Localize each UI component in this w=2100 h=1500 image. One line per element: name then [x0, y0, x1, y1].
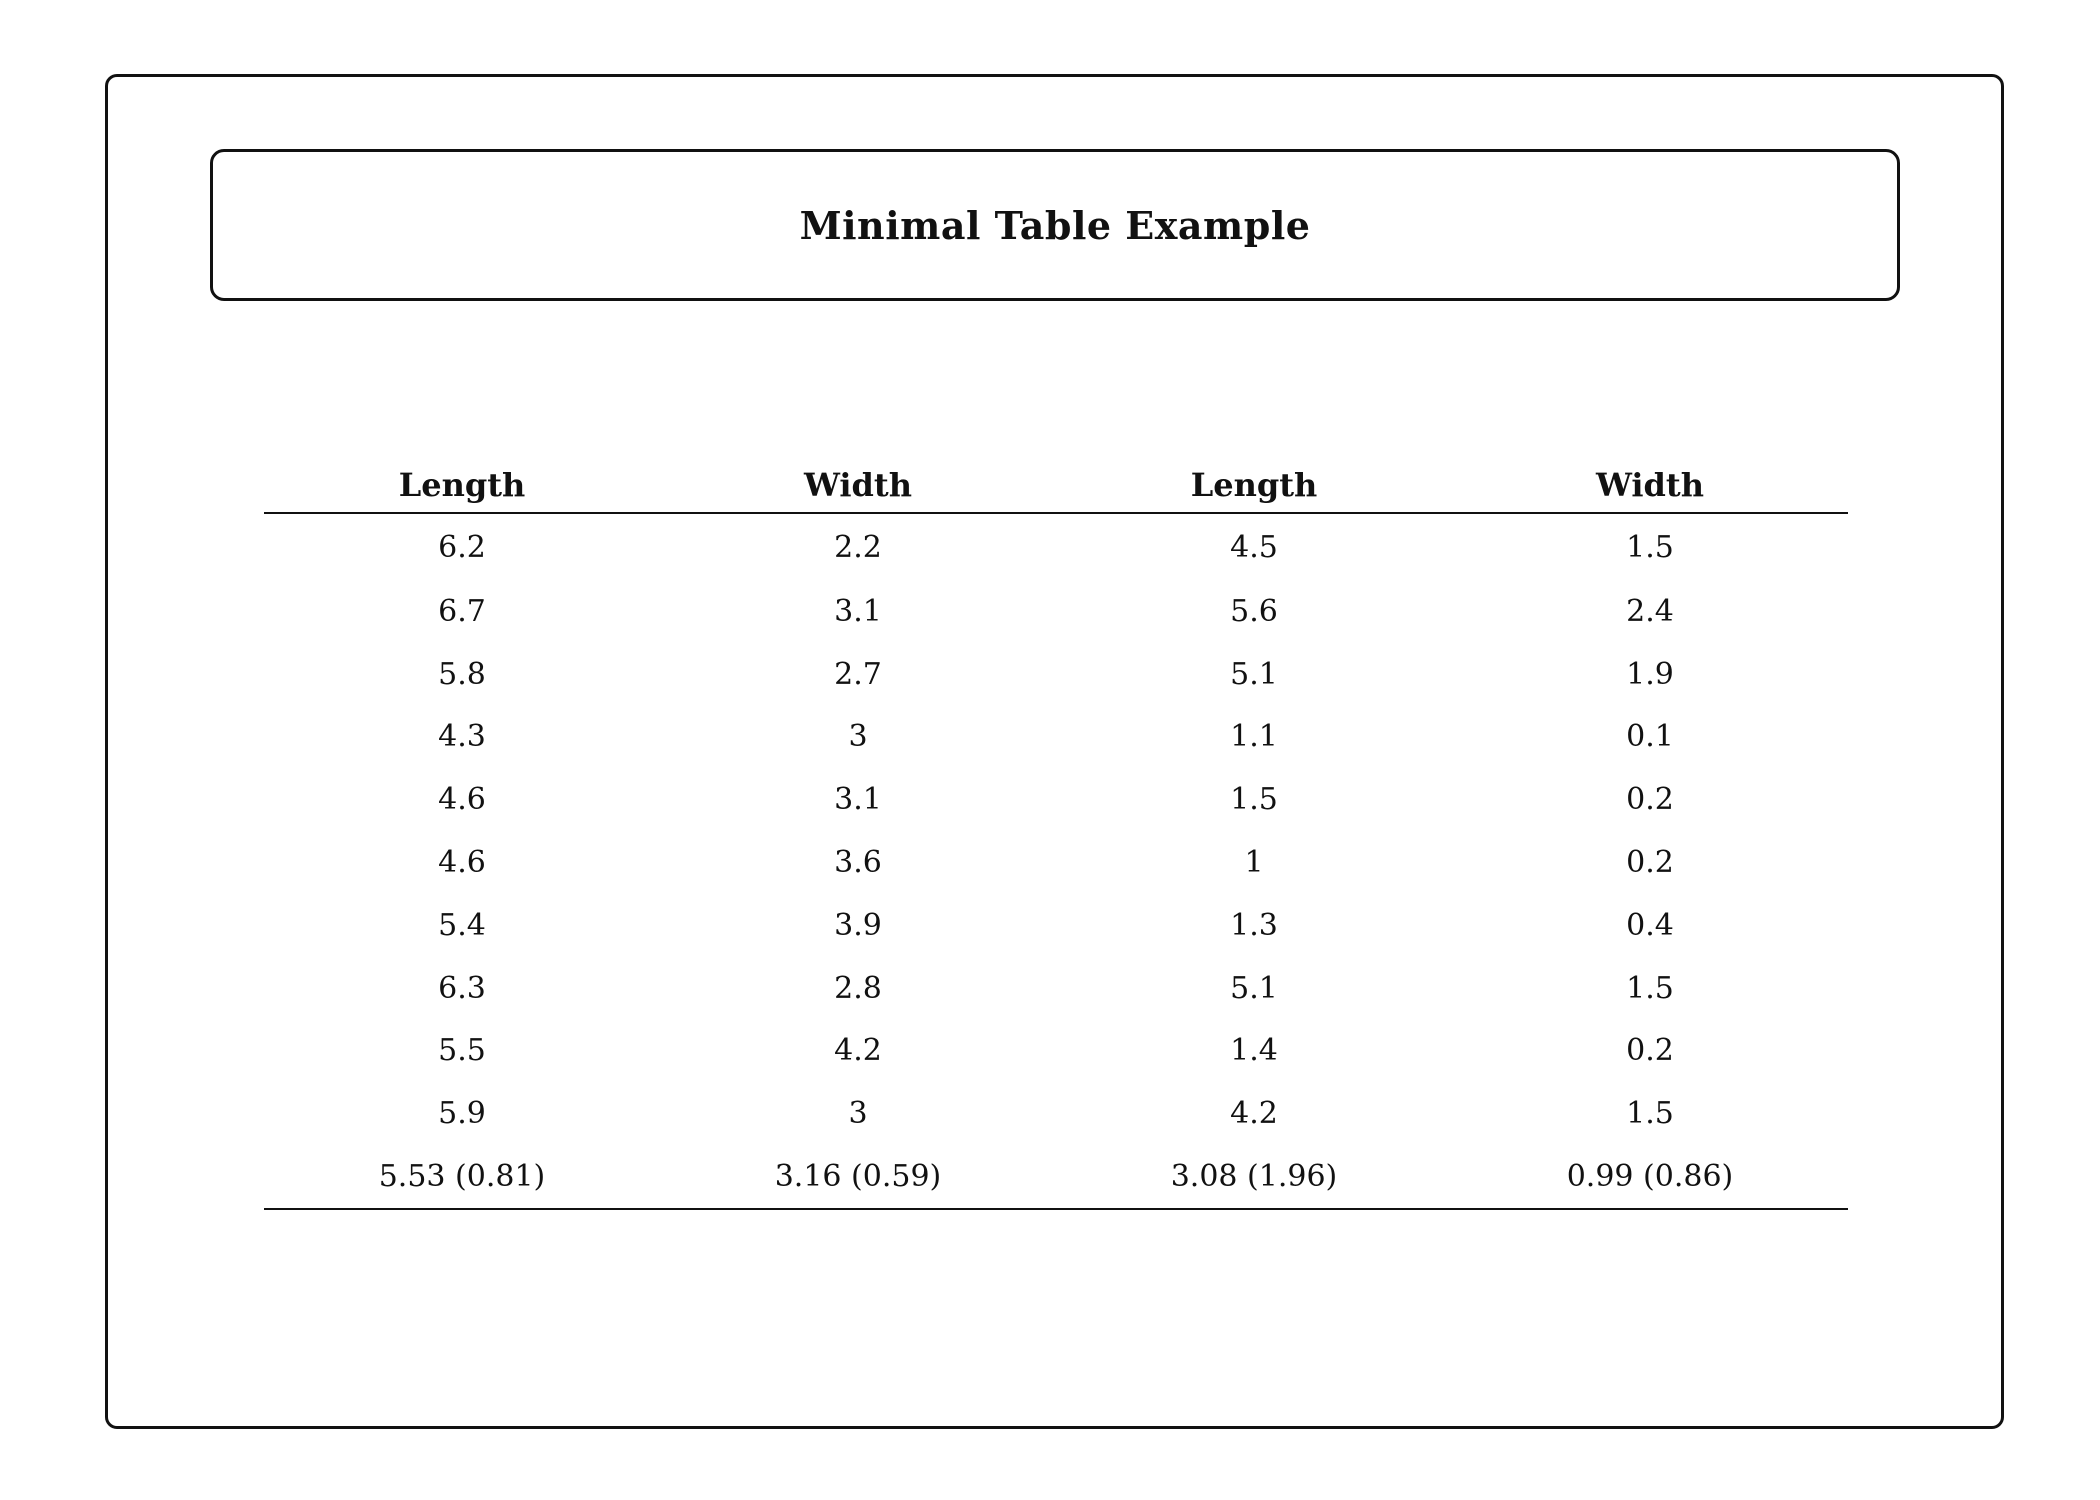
table-cell: 1.5	[1626, 1096, 1674, 1132]
table-cell: 1.1	[1230, 719, 1278, 755]
table-cell: 4.2	[834, 1033, 882, 1069]
table-cell: 3.9	[834, 907, 882, 943]
table-cell: 3.16 (0.59)	[660, 1145, 1056, 1210]
table-row: 4.6 3.6 1 0.2	[264, 831, 1848, 894]
table-row: 6.3 2.8 5.1 1.5	[264, 957, 1848, 1020]
table-cell: 5.4	[438, 907, 486, 943]
table-cell: 6.7	[438, 593, 486, 629]
column-header: Width	[660, 458, 1056, 514]
table-row: 4.3 3 1.1 0.1	[264, 706, 1848, 769]
table-cell: 1.5	[1626, 529, 1674, 565]
table-cell: 4.5	[1230, 529, 1278, 565]
page-title: Minimal Table Example	[799, 202, 1311, 248]
table-cell: 4.2	[1230, 1096, 1278, 1132]
table-cell: 1	[1244, 845, 1264, 881]
table-cell: 4.6	[438, 845, 486, 881]
table-header-row: Length Width Length Width	[264, 458, 1848, 514]
table-cell: 5.5	[438, 1033, 486, 1069]
table-row: 5.9 3 4.2 1.5	[264, 1082, 1848, 1145]
table-cell: 5.53 (0.81)	[264, 1145, 660, 1210]
table-row: 5.8 2.7 5.1 1.9	[264, 643, 1848, 706]
table-cell: 1.4	[1230, 1033, 1278, 1069]
table-cell: 0.1	[1626, 719, 1674, 755]
table-cell: 5.6	[1230, 593, 1278, 629]
table-cell: 3.6	[834, 845, 882, 881]
table-cell: 1.9	[1626, 656, 1674, 692]
table-cell: 0.2	[1626, 845, 1674, 881]
page-frame	[105, 74, 2004, 1429]
table-cell: 2.2	[834, 529, 882, 565]
table-cell: 1.3	[1230, 907, 1278, 943]
table-cell: 5.1	[1230, 970, 1278, 1006]
column-header: Length	[1056, 458, 1452, 514]
summary-row: 5.53 (0.81) 3.16 (0.59) 3.08 (1.96) 0.99 (0…	[264, 1145, 1848, 1210]
table-cell: 2.4	[1626, 593, 1674, 629]
table-cell: 5.8	[438, 656, 486, 692]
table-row: 6.2 2.2 4.5 1.5	[264, 513, 1848, 580]
table-cell: 2.8	[834, 970, 882, 1006]
table-cell: 0.2	[1626, 1033, 1674, 1069]
table-container: Length Width Length Width 6.2 2.2 4.5 1.5 6.…	[264, 458, 1848, 1210]
table-cell: 1.5	[1230, 782, 1278, 818]
table-row: 5.5 4.2 1.4 0.2	[264, 1020, 1848, 1083]
table-cell: 6.2	[438, 529, 486, 565]
table-cell: 6.3	[438, 970, 486, 1006]
table-cell: 4.3	[438, 719, 486, 755]
table-row: 4.6 3.1 1.5 0.2	[264, 768, 1848, 831]
table-row: 6.7 3.1 5.6 2.4	[264, 580, 1848, 643]
table-cell: 3.1	[834, 782, 882, 818]
table-cell: 2.7	[834, 656, 882, 692]
table-row: 5.4 3.9 1.3 0.4	[264, 894, 1848, 957]
table-cell: 3	[848, 719, 868, 755]
table-cell: 1.5	[1626, 970, 1674, 1006]
table-cell: 0.2	[1626, 782, 1674, 818]
table-cell: 3.08 (1.96)	[1056, 1145, 1452, 1210]
table-cell: 4.6	[438, 782, 486, 818]
column-header: Width	[1452, 458, 1848, 514]
table-cell: 0.99 (0.86)	[1452, 1145, 1848, 1210]
title-box: Minimal Table Example	[210, 149, 1900, 301]
table-cell: 5.9	[438, 1096, 486, 1132]
table-body: 6.2 2.2 4.5 1.5 6.7 3.1 5.6 2.4 5.8 2.7 5.1 1.9 4.3 3…	[264, 513, 1848, 1210]
table-cell: 3.1	[834, 593, 882, 629]
table-cell: 3	[848, 1096, 868, 1132]
data-table: Length Width Length Width 6.2 2.2 4.5 1.5 6.…	[264, 458, 1848, 1210]
table-cell: 5.1	[1230, 656, 1278, 692]
table-cell: 0.4	[1626, 907, 1674, 943]
column-header: Length	[264, 458, 660, 514]
